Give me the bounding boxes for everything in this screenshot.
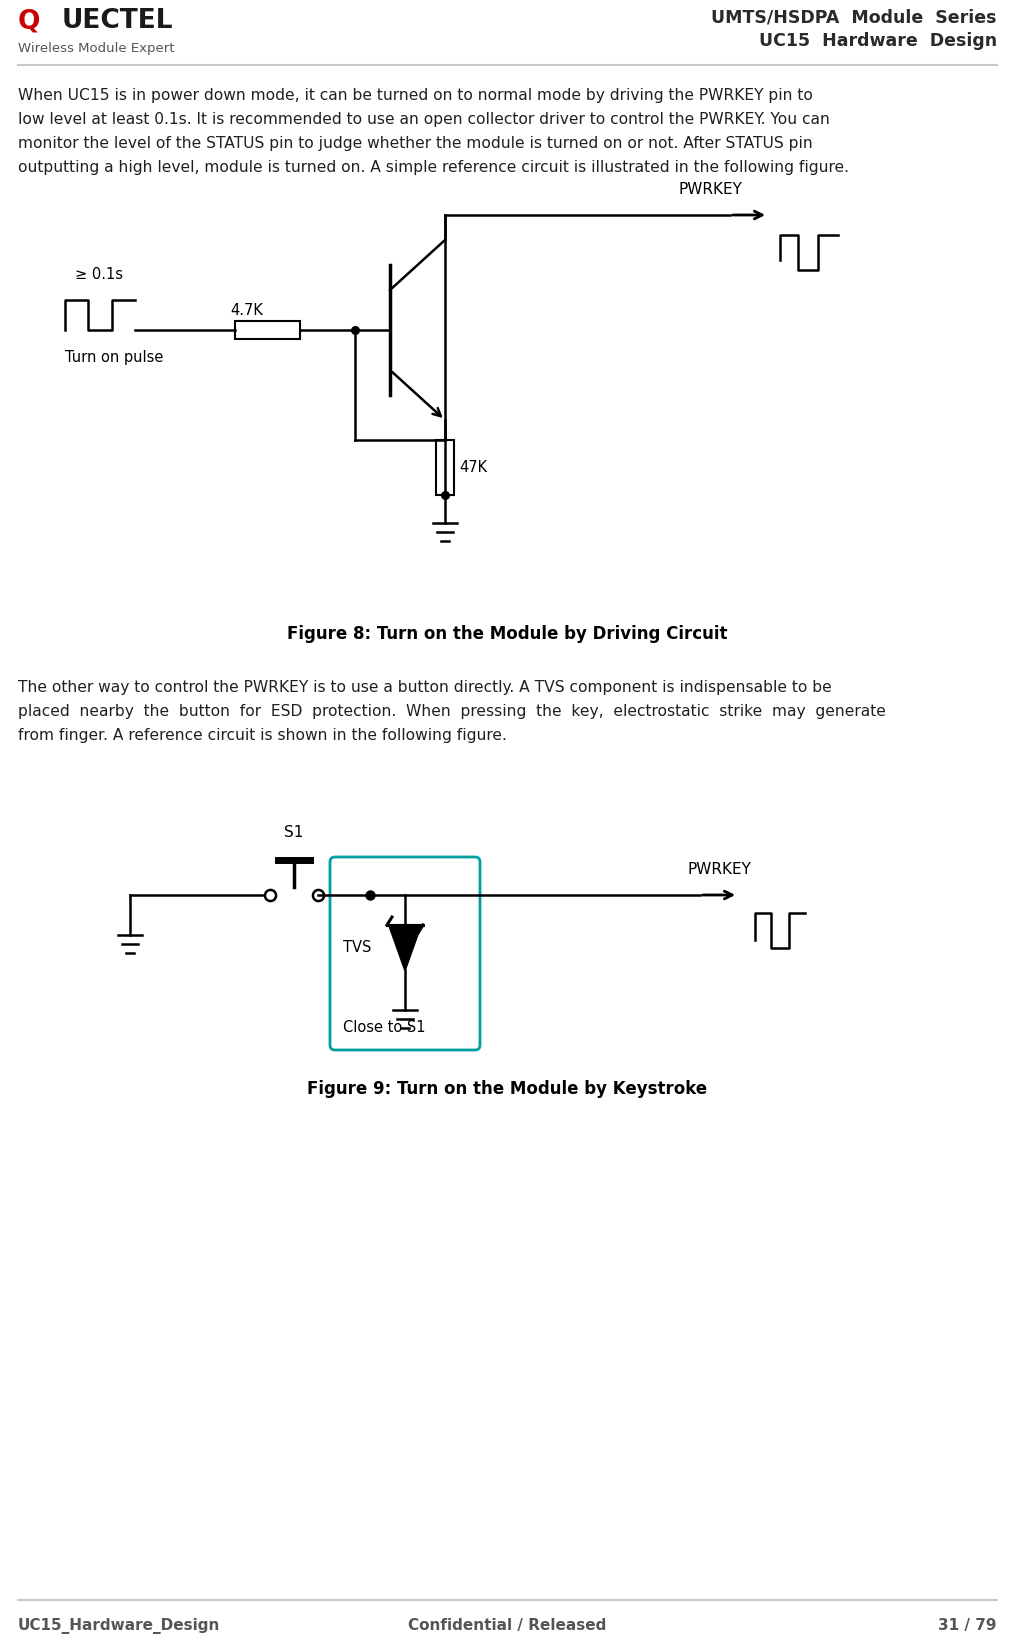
Text: PWRKEY: PWRKEY: [687, 862, 751, 877]
Bar: [436, 439, 454, 495]
Bar: [235, 321, 300, 339]
Text: Wireless Module Expert: Wireless Module Expert: [18, 43, 175, 56]
Text: 47K: 47K: [459, 459, 487, 475]
Polygon shape: [389, 924, 421, 970]
Text: monitor the level of the STATUS pin to judge whether the module is turned on or : monitor the level of the STATUS pin to j…: [18, 136, 813, 151]
Text: ≥ 0.1s: ≥ 0.1s: [75, 267, 123, 282]
Text: PWRKEY: PWRKEY: [678, 182, 742, 197]
Text: 4.7K: 4.7K: [230, 303, 263, 318]
Text: S1: S1: [284, 824, 303, 841]
Text: outputting a high level, module is turned on. A simple reference circuit is illu: outputting a high level, module is turne…: [18, 161, 849, 175]
Text: UC15  Hardware  Design: UC15 Hardware Design: [759, 33, 997, 51]
Text: When UC15 is in power down mode, it can be turned on to normal mode by driving t: When UC15 is in power down mode, it can …: [18, 89, 813, 103]
Text: Confidential / Released: Confidential / Released: [408, 1618, 606, 1632]
Text: Turn on pulse: Turn on pulse: [65, 351, 163, 365]
Text: UMTS/HSDPA  Module  Series: UMTS/HSDPA Module Series: [712, 8, 997, 26]
Text: Figure 8: Turn on the Module by Driving Circuit: Figure 8: Turn on the Module by Driving …: [287, 624, 728, 642]
Text: Figure 9: Turn on the Module by Keystroke: Figure 9: Turn on the Module by Keystrok…: [307, 1080, 707, 1098]
Text: UC15_Hardware_Design: UC15_Hardware_Design: [18, 1618, 220, 1634]
Text: placed  nearby  the  button  for  ESD  protection.  When  pressing  the  key,  e: placed nearby the button for ESD protect…: [18, 705, 886, 720]
Text: 31 / 79: 31 / 79: [939, 1618, 997, 1632]
Text: Close to S1: Close to S1: [343, 1019, 425, 1034]
Text: The other way to control the PWRKEY is to use a button directly. A TVS component: The other way to control the PWRKEY is t…: [18, 680, 831, 695]
Text: low level at least 0.1s. It is recommended to use an open collector driver to co: low level at least 0.1s. It is recommend…: [18, 111, 830, 126]
Text: TVS: TVS: [343, 939, 371, 954]
Text: Q: Q: [18, 8, 41, 34]
Text: UECTEL: UECTEL: [62, 8, 174, 34]
FancyBboxPatch shape: [330, 857, 480, 1051]
Text: from finger. A reference circuit is shown in the following figure.: from finger. A reference circuit is show…: [18, 728, 506, 742]
